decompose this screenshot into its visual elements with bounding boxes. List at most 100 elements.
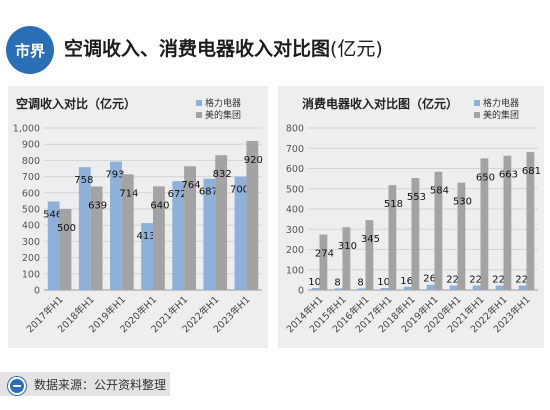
data-label: 310 [338, 241, 357, 252]
minus-circle-icon [8, 377, 26, 395]
chart-panel-right: 消费电器收入对比图（亿元） 格力电器 美的集团 0 100 200 300 400 500 600… [278, 86, 544, 348]
data-label: 16 [400, 276, 413, 287]
y-tick-label: 600 [22, 188, 40, 199]
bar [426, 284, 435, 290]
y-tick-label: 900 [22, 140, 40, 151]
bar [59, 209, 72, 290]
bar [411, 178, 420, 290]
y-tick-label: 700 [286, 144, 304, 155]
legend-swatch [474, 100, 480, 106]
data-label: 546 [43, 210, 62, 221]
data-label: 640 [150, 200, 169, 211]
y-tick-label: 500 [22, 205, 40, 216]
bar [357, 288, 366, 290]
y-tick-label: 500 [286, 184, 304, 195]
data-label: 10 [377, 277, 390, 288]
data-label: 681 [522, 166, 541, 177]
page-title-unit: (亿元) [330, 38, 383, 60]
y-tick-label: 400 [286, 205, 304, 216]
bar [480, 158, 489, 290]
data-label: 920 [244, 155, 263, 166]
bar [203, 178, 216, 290]
bar [234, 176, 247, 290]
chart-panel-left: 空调收入对比（亿元） 格力电器 美的集团 0 100 200 300 400 500 600 700… [8, 86, 268, 348]
page-title: 空调收入、消费电器收入对比图(亿元) [64, 34, 383, 61]
source-text: 数据来源：公开资料整理 [34, 378, 167, 392]
data-label: 8 [334, 277, 340, 288]
bar [434, 171, 443, 290]
bar [215, 155, 228, 290]
data-label: 22 [446, 275, 459, 286]
bar [172, 181, 185, 290]
bar [503, 155, 512, 290]
bar [388, 185, 397, 290]
chart-title: 空调收入对比（亿元） [16, 96, 136, 111]
y-tick-label: 0 [34, 286, 40, 297]
y-tick-label: 700 [22, 172, 40, 183]
data-label: 793 [105, 170, 124, 181]
y-tick-label: 100 [22, 269, 40, 280]
data-label: 22 [492, 275, 505, 286]
data-label: 26 [423, 274, 436, 285]
data-label: 8 [357, 277, 363, 288]
data-label: 764 [182, 180, 201, 191]
data-label: 700 [230, 185, 249, 196]
data-label: 639 [88, 200, 107, 211]
y-tick-label: 600 [286, 164, 304, 175]
bar [47, 201, 60, 290]
page-title-text: 空调收入、消费电器收入对比图 [64, 38, 331, 60]
data-label: 518 [384, 199, 403, 210]
bar [526, 152, 535, 290]
bar [457, 182, 466, 290]
bar [153, 186, 165, 290]
bar [78, 167, 91, 290]
legend-swatch [196, 112, 202, 118]
bar [184, 166, 196, 290]
y-tick-label: 200 [286, 245, 304, 256]
y-tick-label: 800 [22, 156, 40, 167]
bar [472, 285, 481, 290]
logo: 市界 [6, 26, 54, 74]
y-tick-label: 400 [22, 221, 40, 232]
legend-label: 美的集团 [205, 109, 241, 121]
data-label: 650 [476, 172, 495, 183]
data-label: 22 [469, 275, 482, 286]
data-label: 530 [453, 197, 472, 208]
legend-label: 格力电器 [483, 97, 519, 109]
chart-title: 消费电器收入对比图（亿元） [302, 96, 458, 111]
legend-swatch [196, 100, 202, 106]
data-label: 714 [119, 188, 138, 199]
bar [495, 285, 504, 290]
bar [121, 174, 134, 290]
bar [380, 287, 389, 290]
bar [319, 234, 328, 290]
bar [449, 285, 458, 290]
data-label: 758 [74, 175, 93, 186]
bar [90, 186, 103, 290]
data-label: 10 [308, 277, 321, 288]
bar [365, 220, 374, 290]
y-tick-label: 200 [22, 253, 40, 264]
bar [141, 223, 153, 290]
data-label: 832 [213, 169, 232, 180]
data-label: 553 [407, 192, 426, 203]
bar [518, 285, 527, 290]
data-label: 22 [515, 275, 528, 286]
bar [246, 140, 259, 290]
data-label: 413 [137, 231, 156, 242]
data-label: 672 [168, 189, 187, 200]
y-tick-label: 1,000 [13, 124, 40, 135]
source-bar [0, 372, 170, 396]
bar [311, 287, 320, 290]
data-label: 663 [499, 170, 518, 181]
bar [334, 288, 343, 290]
bar [403, 286, 412, 290]
y-tick-label: 0 [298, 286, 304, 297]
legend-swatch [474, 112, 480, 118]
legend-label: 格力电器 [205, 97, 241, 109]
data-label: 500 [57, 223, 76, 234]
data-label: 345 [361, 234, 380, 245]
y-tick-label: 300 [286, 225, 304, 236]
